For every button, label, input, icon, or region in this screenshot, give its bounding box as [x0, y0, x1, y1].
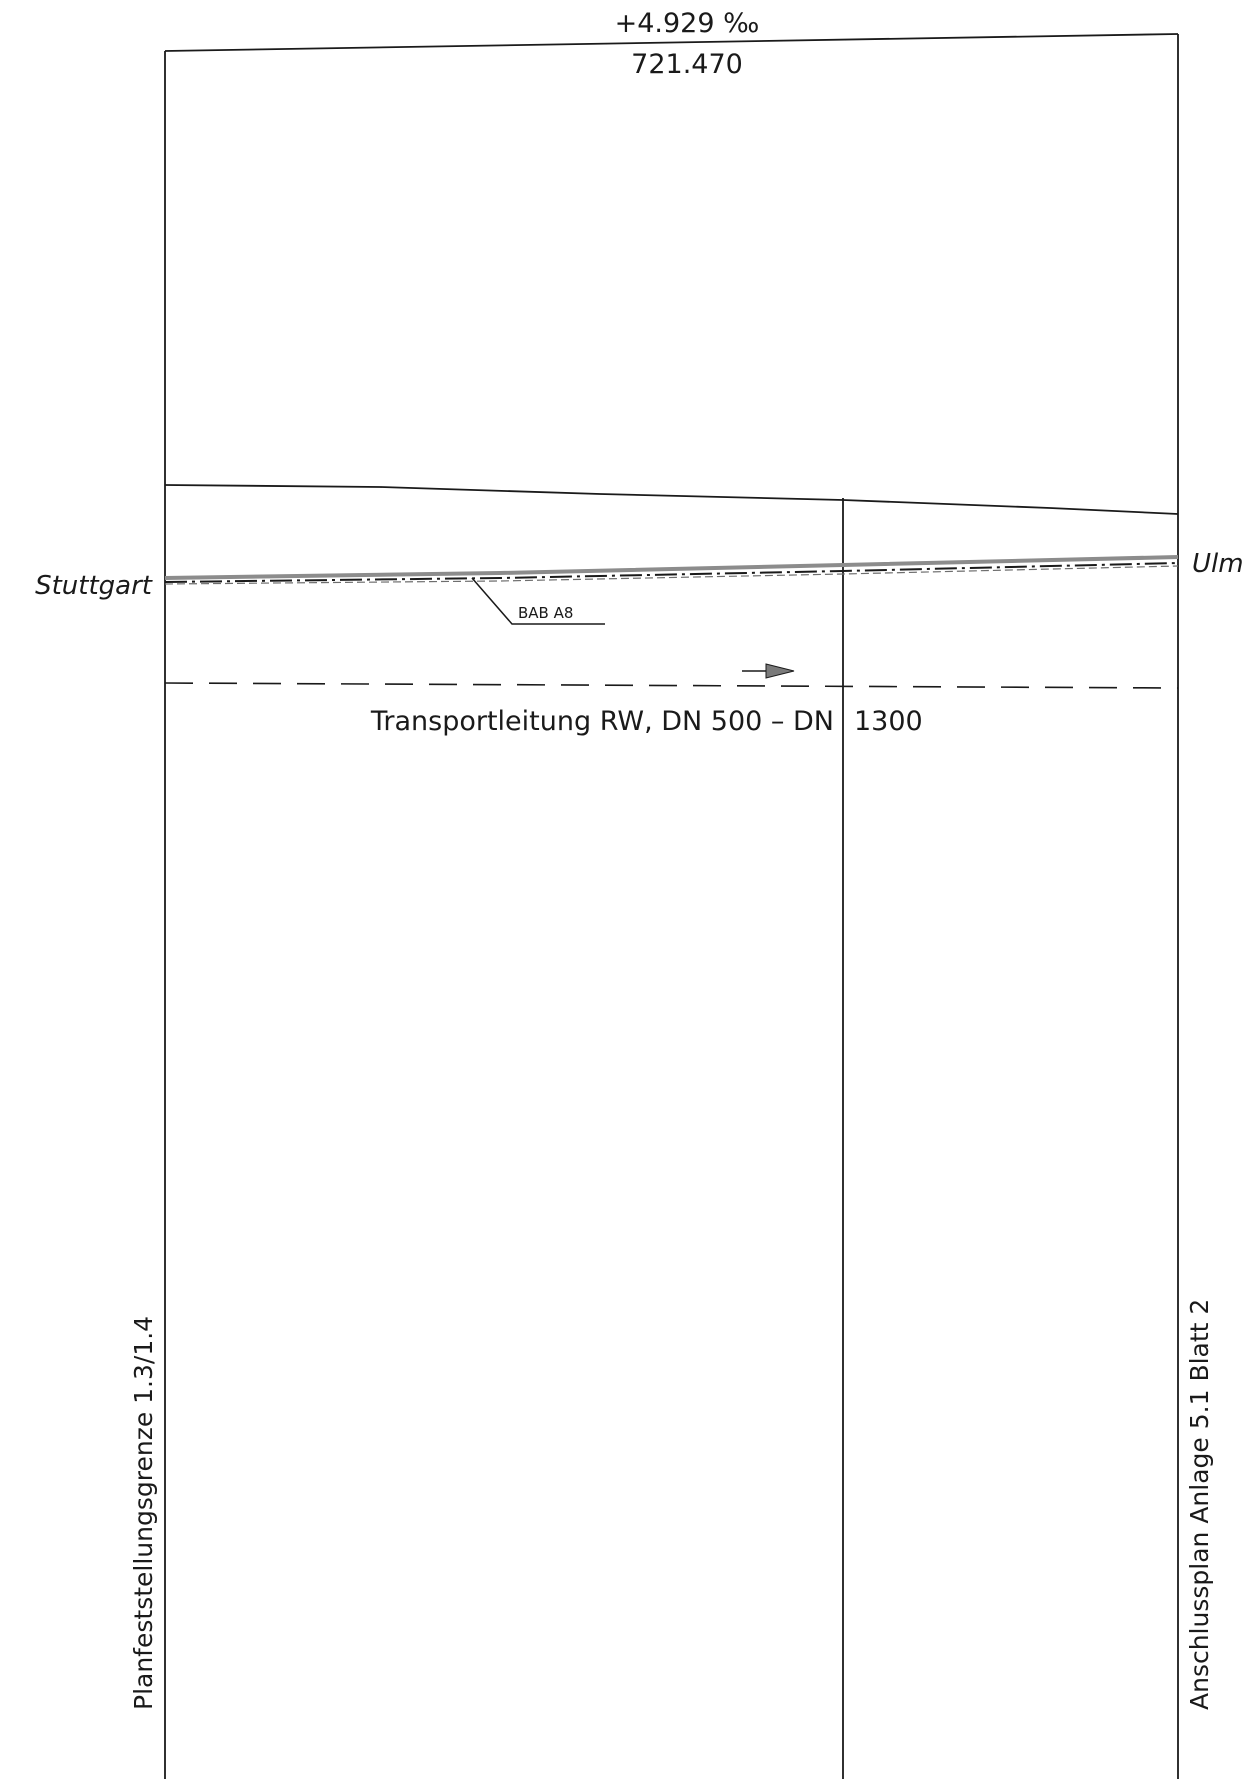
- gradient-label: +4.929 ‰: [615, 8, 760, 39]
- pipeline-label-continuation: 1300: [854, 706, 923, 737]
- motorway-label: BAB A8: [518, 604, 573, 622]
- city-label-stuttgart: Stuttgart: [35, 571, 153, 601]
- pipeline-line: [164, 682, 1179, 689]
- motorway-dashdot-line: [164, 562, 1179, 583]
- left-boundary-label: Planfeststellungsgrenze 1.3/1.4: [129, 1316, 158, 1710]
- flow-direction-arrow-icon: [742, 663, 795, 679]
- elevation-label: 721.470: [631, 49, 743, 80]
- motorway-label-leader: [471, 577, 605, 625]
- city-label-ulm: Ulm: [1192, 549, 1244, 579]
- embankment-line: [164, 484, 1179, 515]
- frame-top-line: [164, 33, 1179, 52]
- right-boundary-label: Anschlussplan Anlage 5.1 Blatt 2: [1185, 1299, 1214, 1710]
- motorway-outer-line: [164, 555, 1179, 580]
- motorway-inner-line: [164, 565, 1179, 585]
- pipeline-label: Transportleitung RW, DN 500 – DN: [370, 706, 834, 737]
